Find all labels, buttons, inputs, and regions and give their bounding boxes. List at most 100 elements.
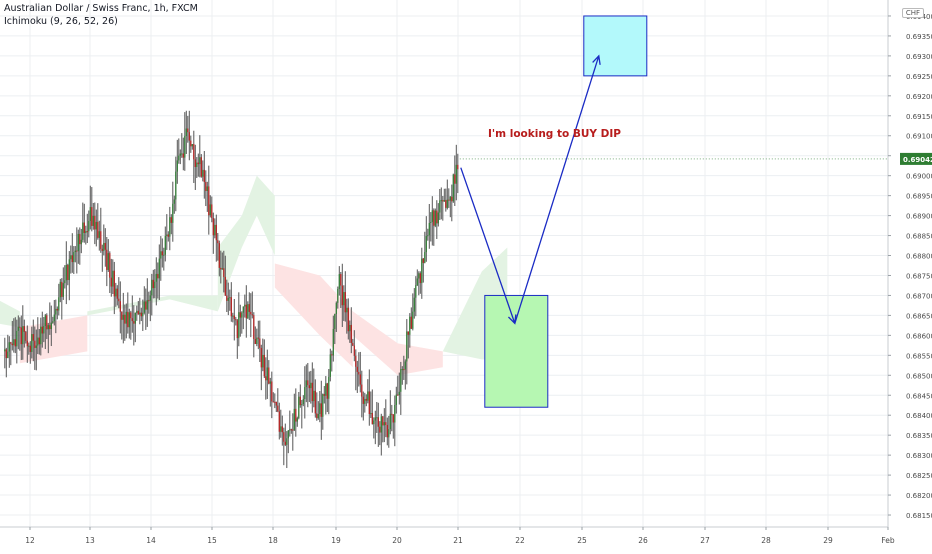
candle-body — [265, 376, 267, 381]
candle-body — [307, 380, 309, 386]
candle — [368, 369, 370, 426]
time-tick-label: 20 — [392, 536, 402, 545]
candle — [350, 307, 352, 354]
candle-body — [10, 342, 12, 344]
candle-body — [203, 169, 205, 183]
indicator-legend[interactable]: Ichimoku (9, 26, 52, 26) — [4, 16, 118, 27]
candle-body — [154, 281, 156, 289]
candle-body — [275, 401, 277, 406]
candle — [323, 386, 325, 404]
time-tick-label: 29 — [823, 536, 833, 545]
candle — [163, 247, 165, 271]
candle-body — [185, 128, 187, 137]
candle-body — [233, 315, 235, 320]
candle-body — [326, 383, 328, 399]
candle-body — [146, 300, 148, 310]
candle — [97, 203, 99, 240]
candle-body — [158, 258, 160, 279]
candle-body — [223, 268, 225, 277]
candle-body — [184, 136, 186, 158]
candle — [107, 239, 109, 272]
candle-body — [308, 385, 310, 389]
candle-body — [124, 314, 126, 324]
candle-body — [13, 339, 15, 346]
candle — [428, 203, 430, 249]
candle-body — [181, 153, 183, 155]
candle — [334, 313, 336, 345]
candle — [352, 338, 354, 347]
candle — [358, 352, 360, 387]
candle — [325, 376, 327, 415]
candle — [22, 305, 24, 360]
candle — [35, 329, 37, 371]
candle-body — [167, 234, 169, 237]
candle-body — [299, 396, 301, 406]
candle — [91, 187, 93, 232]
candle-body — [347, 307, 349, 332]
candle-body — [41, 326, 43, 334]
candle-body — [433, 210, 435, 226]
candle — [32, 319, 34, 362]
candle-body — [50, 322, 52, 330]
candle — [89, 185, 91, 230]
candle-body — [277, 405, 279, 412]
candle-body — [379, 426, 381, 433]
candle — [64, 265, 66, 289]
candle — [160, 236, 162, 281]
candle-body — [170, 217, 172, 223]
candle-body — [133, 321, 135, 324]
time-tick-label: 28 — [761, 536, 771, 545]
candle — [344, 271, 346, 322]
candle — [421, 247, 423, 299]
candle — [55, 299, 57, 334]
candle-body — [413, 297, 415, 312]
candle — [416, 269, 418, 287]
candle-body — [37, 337, 39, 346]
candle — [236, 319, 238, 359]
candle — [152, 269, 154, 299]
candle-body — [209, 204, 211, 216]
candle — [214, 218, 216, 239]
candle — [322, 393, 324, 430]
candle — [434, 208, 436, 228]
candle — [415, 276, 417, 317]
candle-body — [5, 349, 7, 359]
candle-body — [317, 414, 319, 419]
candle-body — [91, 207, 93, 226]
candle — [131, 295, 133, 333]
candle-body — [151, 279, 153, 296]
candle — [125, 303, 127, 339]
candle — [145, 288, 147, 330]
candle-body — [229, 297, 231, 299]
candle — [118, 277, 120, 309]
candle — [124, 304, 126, 341]
candle-body — [302, 399, 304, 405]
candle-body — [356, 366, 358, 372]
candle-body — [106, 249, 108, 270]
candle-body — [425, 236, 427, 253]
candle-body — [23, 326, 25, 332]
annotation-text[interactable]: I'm looking to BUY DIP — [488, 128, 621, 140]
candle — [367, 379, 369, 404]
chart-title[interactable]: Australian Dollar / Swiss Franc, 1h, FXC… — [4, 3, 198, 14]
candle-body — [179, 153, 181, 156]
candle-body — [278, 411, 280, 432]
candle — [158, 244, 160, 300]
candle — [142, 299, 144, 331]
candle-body — [269, 381, 271, 384]
candle-body — [445, 200, 447, 208]
candle-body — [380, 416, 382, 433]
candle-body — [175, 171, 177, 200]
candle-body — [365, 398, 367, 401]
time-tick-label: 21 — [453, 536, 463, 545]
candle-body — [116, 288, 118, 299]
candle-body — [68, 259, 70, 281]
candle — [227, 282, 229, 316]
